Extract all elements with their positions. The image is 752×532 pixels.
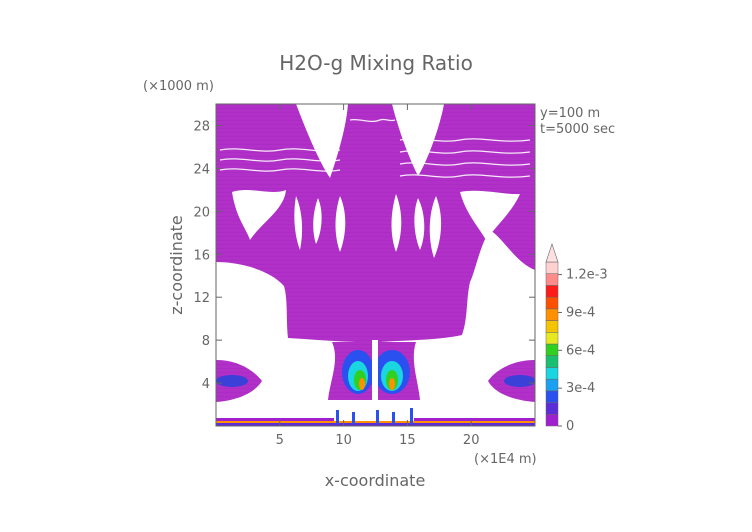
x-tick-label: 15 [399, 433, 416, 448]
colorbar-segment [545, 308, 559, 321]
colorbar-tick-label: 1.2e-3 [566, 268, 608, 283]
colorbar-tick-label: 0 [566, 419, 574, 434]
x-ticks: 5 10 15 20 [276, 104, 480, 448]
y-tick-label: 12 [193, 291, 210, 306]
colorbar: 0 3e-4 6e-4 9e-4 1.2e-3 [545, 243, 608, 434]
y-tick-label: 24 [193, 162, 210, 177]
x-tick-label: 5 [276, 433, 284, 448]
x-tick-label: 10 [335, 433, 352, 448]
chart-title: H2O-g Mixing Ratio [279, 51, 473, 75]
colorbar-tick-label: 9e-4 [566, 305, 595, 320]
y-tick-label: 8 [202, 334, 210, 349]
x-unit-label: (×1E4 m) [474, 452, 537, 467]
y-tick-label: 28 [193, 119, 210, 134]
colorbar-segment [545, 402, 559, 415]
colorbar-segment [545, 296, 559, 310]
colorbar-segment [545, 320, 559, 333]
colorbar-segment [545, 355, 559, 368]
colorbar-segment [545, 390, 559, 403]
x-axis-label: x-coordinate [325, 471, 426, 490]
y-tick-label: 4 [202, 377, 210, 392]
upper-layer [216, 104, 535, 343]
colorbar-segment [545, 261, 559, 274]
plot-frame [215, 103, 536, 427]
colorbar-segment [545, 378, 559, 392]
colorbar-tick-label: 6e-4 [566, 343, 595, 358]
y-ticks: 4 8 12 16 20 24 28 [193, 119, 535, 392]
y-unit-label: (×1000 m) [143, 79, 214, 94]
colorbar-segment [545, 414, 559, 427]
y-tick-label: 16 [193, 248, 210, 263]
colorbar-segment [545, 285, 559, 298]
annotation-t: t=5000 sec [540, 122, 615, 137]
colorbar-segment [545, 367, 559, 380]
y-axis-label: z-coordinate [167, 215, 186, 315]
colorbar-segment [545, 332, 559, 345]
annotation-y: y=100 m [540, 106, 600, 121]
y-tick-label: 20 [193, 205, 210, 220]
mixing-ratio-field [216, 104, 535, 426]
colorbar-tick-label: 3e-4 [566, 381, 595, 396]
colorbar-segment [545, 273, 559, 286]
colorbar-segment [545, 343, 559, 356]
x-tick-label: 20 [463, 433, 480, 448]
colorbar-extend-triangle [545, 243, 559, 263]
